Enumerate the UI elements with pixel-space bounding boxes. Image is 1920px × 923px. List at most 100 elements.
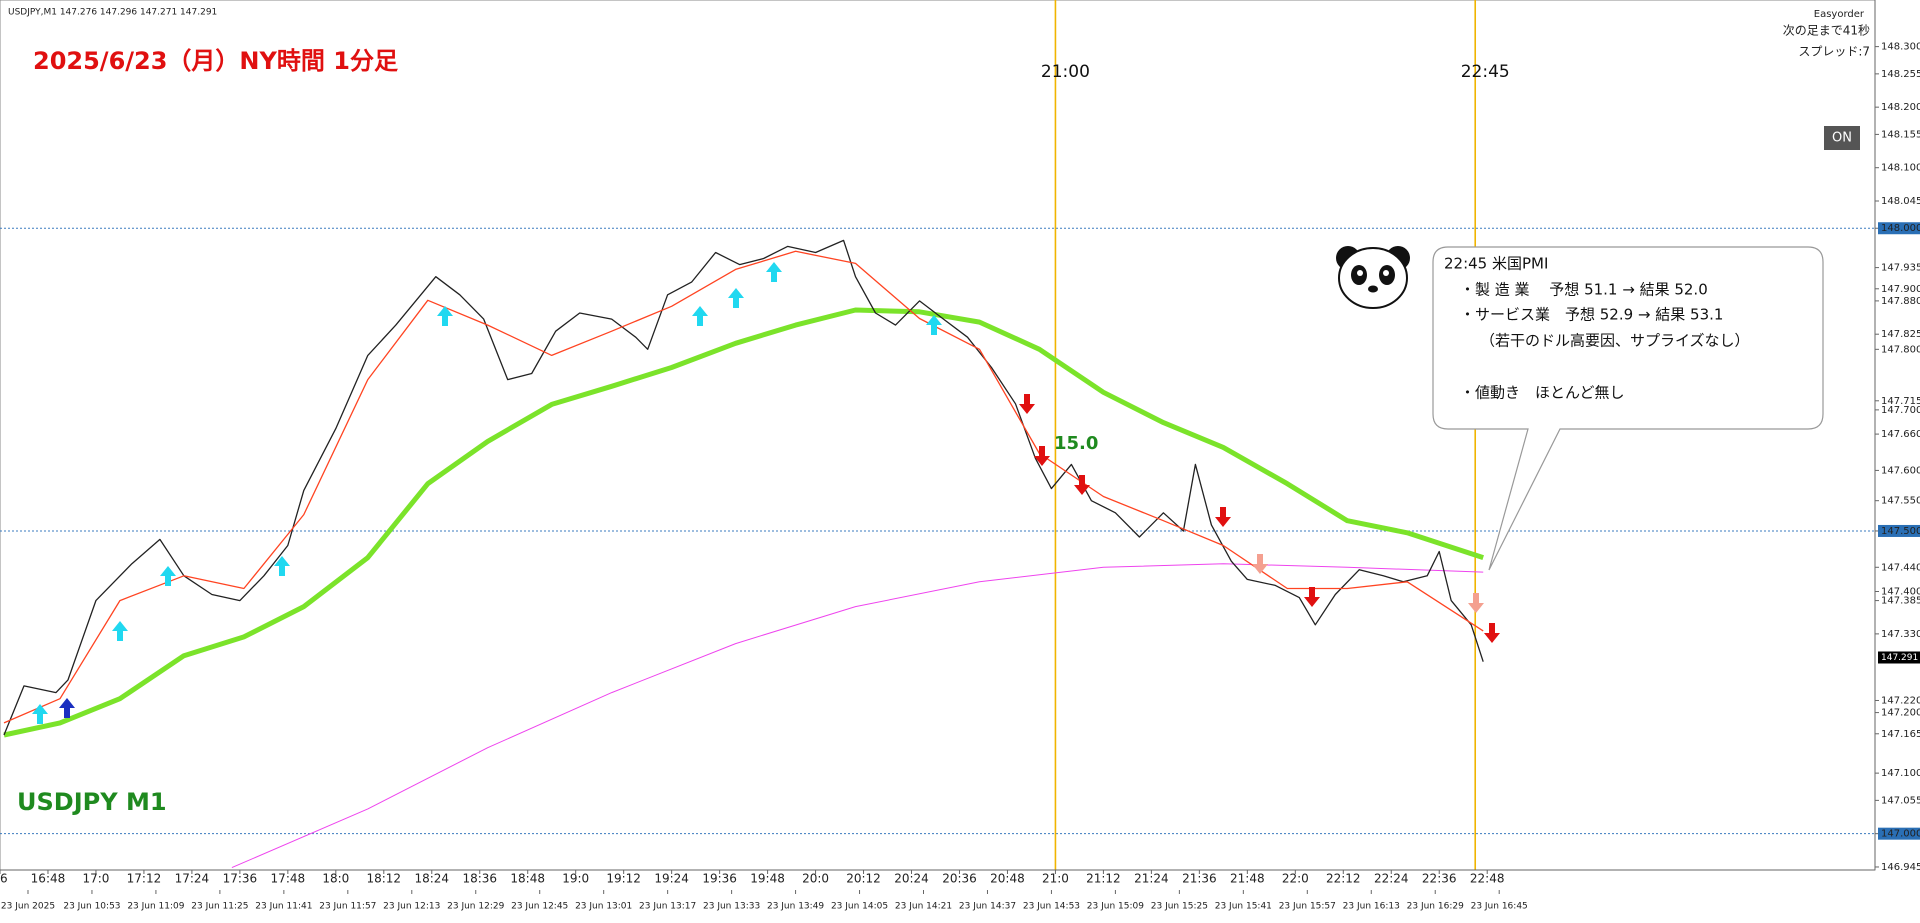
callout-text: ・サービス業 予想 52.9 → 結果 53.1 <box>1460 306 1723 324</box>
x-tick-label: 22:36 <box>1422 872 1457 886</box>
x2-tick-label: 23 Jun 13:17 <box>639 902 696 912</box>
x2-tick-label: 23 Jun 2025 <box>1 902 55 912</box>
last-price-box <box>1878 651 1920 664</box>
x-tick-label: 20:12 <box>846 872 881 886</box>
symbol-label: USDJPY M1 <box>17 788 167 816</box>
x2-tick-label: 23 Jun 16:29 <box>1407 902 1464 912</box>
x2-tick-label: 23 Jun 11:41 <box>255 902 312 912</box>
y-tick-label: 147.800 <box>1881 344 1920 355</box>
y-tick-label: 146.945 <box>1881 862 1920 873</box>
signal-arrow <box>1215 507 1231 527</box>
x-tick-label: 21:48 <box>1230 872 1265 886</box>
x2-tick-label: 23 Jun 13:33 <box>703 902 760 912</box>
x-tick-label: 19:24 <box>654 872 689 886</box>
x-tick-label: 17:12 <box>127 872 162 886</box>
x-tick-label: 19:48 <box>750 872 785 886</box>
x-tick-label: 36 <box>0 872 8 886</box>
signal-arrow <box>59 698 75 718</box>
y-tick-label: 148.000 <box>1881 223 1920 234</box>
y-tick-label: 147.055 <box>1881 795 1920 806</box>
y-tick-label: 147.000 <box>1881 829 1920 840</box>
x-tick-label: 19:12 <box>606 872 641 886</box>
y-tick-label: 147.400 <box>1881 587 1920 598</box>
y-tick-label: 147.660 <box>1881 429 1920 440</box>
on-button-label[interactable]: ON <box>1832 131 1852 146</box>
x-tick-label: 17:24 <box>175 872 210 886</box>
y-tick-label: 147.900 <box>1881 284 1920 295</box>
x2-tick-label: 23 Jun 15:57 <box>1279 902 1336 912</box>
y-tick-label: 147.220 <box>1881 695 1920 706</box>
v-line-label: 22:45 <box>1461 62 1510 82</box>
signal-arrow <box>1019 394 1035 414</box>
x-tick-label: 22:24 <box>1374 872 1409 886</box>
y-tick-label: 147.825 <box>1881 329 1920 340</box>
x2-tick-label: 23 Jun 11:09 <box>127 902 184 912</box>
x-tick-label: 21:12 <box>1086 872 1121 886</box>
header: USDJPY,M1 147.276 147.296 147.271 147.29… <box>8 8 217 18</box>
y-tick-label: 148.155 <box>1881 129 1920 140</box>
series-line <box>3 307 1484 738</box>
x2-tick-label: 23 Jun 14:21 <box>895 902 952 912</box>
y-tick-box <box>1878 222 1920 235</box>
x-tick-label: 20:0 <box>802 872 829 886</box>
x2-tick-label: 23 Jun 16:45 <box>1471 902 1528 912</box>
signal-arrow <box>766 262 782 282</box>
top-right: Easyorder <box>1814 9 1865 20</box>
panda <box>1336 246 1410 309</box>
x-tick-label: 21:36 <box>1182 872 1217 886</box>
x-tick-label: 22:48 <box>1470 872 1505 886</box>
x2-tick-label: 23 Jun 15:41 <box>1215 902 1272 912</box>
signal-arrow <box>1034 446 1050 466</box>
x-tick-label: 22:0 <box>1282 872 1309 886</box>
y-tick-label: 147.200 <box>1881 708 1920 719</box>
y-tick-label: 147.880 <box>1881 296 1920 307</box>
y-tick-label: 148.300 <box>1881 42 1920 53</box>
y-tick-label: 147.330 <box>1881 629 1920 640</box>
top-right: スプレッド:7 <box>1798 45 1870 59</box>
signal-arrow <box>32 704 48 724</box>
callout-text: 22:45 米国PMI <box>1444 255 1548 273</box>
y-tick-label: 148.045 <box>1881 196 1920 207</box>
x2-tick-label: 23 Jun 12:45 <box>511 902 568 912</box>
x-tick-label: 18:48 <box>510 872 545 886</box>
signal-arrow <box>1252 554 1268 574</box>
y-tick-label: 147.715 <box>1881 396 1920 407</box>
series-line <box>3 239 1484 736</box>
signal-arrow <box>1468 593 1484 613</box>
y-tick-label: 147.440 <box>1881 562 1920 573</box>
callout <box>1432 246 1824 571</box>
x-tick-label: 18:24 <box>414 872 449 886</box>
x-tick-label: 20:24 <box>894 872 929 886</box>
signal-arrow <box>926 315 942 335</box>
callout-text: ・値動き ほとんど無し <box>1460 384 1625 402</box>
y-tick-label: 147.500 <box>1881 526 1920 537</box>
x-tick-label: 21:0 <box>1042 872 1069 886</box>
on-button[interactable] <box>1824 126 1860 150</box>
v-line-label: 21:00 <box>1041 62 1090 82</box>
signal-arrow <box>274 556 290 576</box>
x-tick-label: 16:48 <box>31 872 66 886</box>
plot-area <box>0 0 1876 871</box>
pips-label: 15.0 <box>1054 433 1098 454</box>
x-tick-label: 21:24 <box>1134 872 1169 886</box>
y-tick-box <box>1878 827 1920 840</box>
y-tick-label: 147.600 <box>1881 465 1920 476</box>
x2-tick-label: 23 Jun 15:25 <box>1151 902 1208 912</box>
x2-tick-label: 23 Jun 12:13 <box>383 902 440 912</box>
signal-arrow <box>1484 623 1500 643</box>
x2-tick-label: 23 Jun 14:53 <box>1023 902 1080 912</box>
series-line <box>3 250 1484 724</box>
y-tick-label: 147.385 <box>1881 596 1920 607</box>
x2-tick-label: 23 Jun 15:09 <box>1087 902 1144 912</box>
x-tick-label: 17:48 <box>271 872 306 886</box>
top-right: 次の足まで41秒 <box>1783 24 1870 38</box>
callout-text: ・製 造 業 予想 51.1 → 結果 52.0 <box>1460 281 1708 299</box>
x2-tick-label: 23 Jun 13:01 <box>575 902 632 912</box>
x-tick-label: 22:12 <box>1326 872 1361 886</box>
signal-arrow <box>1304 587 1320 607</box>
y-tick-label: 147.550 <box>1881 496 1920 507</box>
signal-arrow <box>112 621 128 641</box>
x-tick-label: 17:0 <box>82 872 109 886</box>
